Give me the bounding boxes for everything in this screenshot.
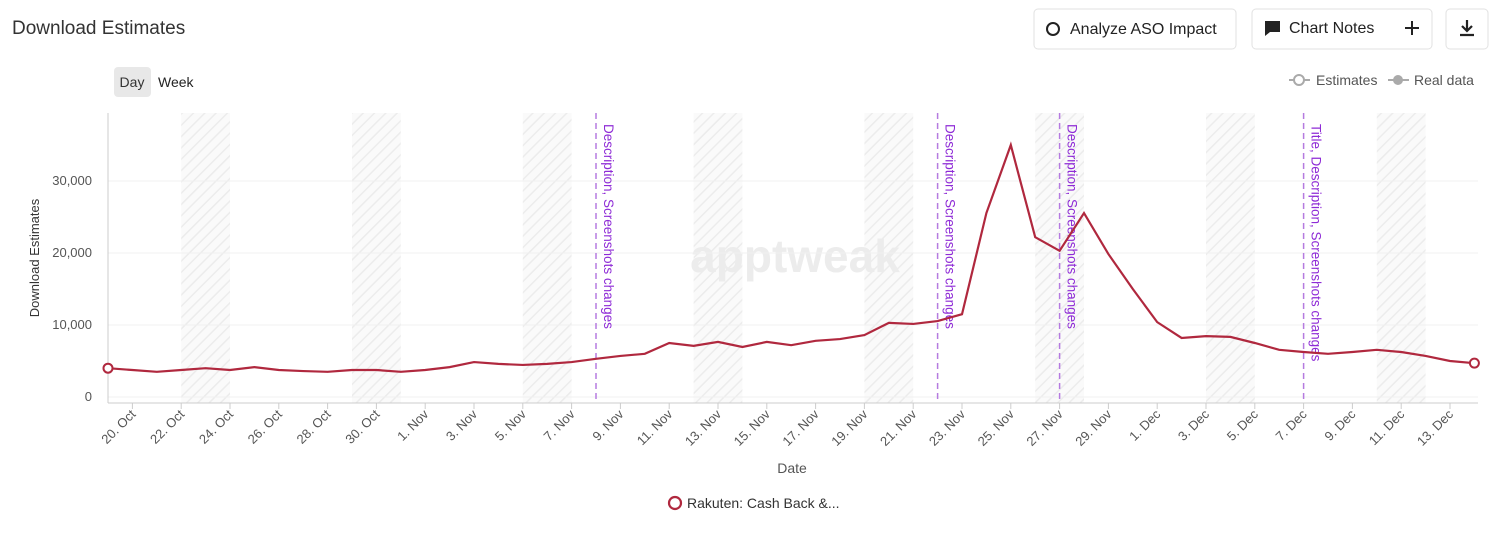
x-tick-label: 24. Oct: [196, 406, 237, 447]
x-tick-label: 20. Oct: [98, 406, 139, 447]
page-title: Download Estimates: [12, 18, 185, 39]
y-axis-label: Download Estimates: [27, 198, 42, 317]
analyze-button[interactable]: Analyze ASO Impact: [1033, 8, 1237, 50]
x-tick-label: 9. Dec: [1321, 406, 1359, 444]
weekend-band: [864, 113, 914, 403]
legend-marker: [1293, 74, 1305, 86]
x-tick-label: 13. Nov: [682, 406, 725, 449]
legend-label: Rakuten: Cash Back &...: [687, 495, 840, 511]
notes-button[interactable]: Chart Notes: [1251, 8, 1433, 50]
annotation-label: Description, Screenshots changes: [943, 124, 958, 329]
icon: [1265, 21, 1280, 36]
x-tick-label: 23. Nov: [926, 406, 969, 449]
series-line: [107, 141, 1475, 373]
x-tick-label: 22. Oct: [147, 406, 188, 447]
x-tick-label: 19. Nov: [828, 406, 871, 449]
button-label[interactable]: Chart Notes: [1289, 20, 1374, 37]
legend-label[interactable]: Real data: [1414, 72, 1474, 88]
y-tick-label: 10,000: [52, 317, 92, 332]
x-tick-label: 30. Oct: [342, 406, 383, 447]
annotation-label: Title, Description, Screenshots changes: [1309, 124, 1324, 362]
download-button[interactable]: [1445, 8, 1489, 50]
toggle-week[interactable]: Week: [158, 74, 195, 90]
x-tick-label: 27. Nov: [1023, 406, 1066, 449]
x-tick-label: 21. Nov: [877, 406, 920, 449]
button-bg[interactable]: [1251, 8, 1433, 50]
button-label[interactable]: Analyze ASO Impact: [1070, 21, 1217, 38]
annotation-label: Description, Screenshots changes: [601, 124, 616, 329]
x-tick-label: 1. Nov: [394, 406, 432, 444]
watermark: apptweak: [690, 230, 900, 282]
x-tick-label: 3. Dec: [1175, 406, 1213, 444]
weekend-band: [1206, 113, 1255, 403]
x-tick-label: 11. Dec: [1366, 406, 1408, 448]
end-marker: [102, 362, 114, 374]
x-tick-label: 11. Nov: [634, 406, 676, 448]
x-tick-label: 29. Nov: [1072, 406, 1115, 449]
x-tick-label: 7. Nov: [541, 406, 579, 444]
x-axis-label: Date: [777, 460, 807, 476]
legend-marker: [667, 495, 683, 511]
weekend-band: [181, 113, 230, 403]
x-tick-label: 5. Dec: [1224, 406, 1262, 444]
weekend-band: [693, 113, 743, 403]
toggle-active[interactable]: [114, 67, 151, 97]
x-tick-label: 5. Nov: [492, 406, 530, 444]
x-tick-label: 28. Oct: [293, 406, 334, 447]
legend-marker: [1393, 75, 1403, 85]
button-bg[interactable]: [1033, 8, 1237, 50]
x-tick-label: 3. Nov: [443, 406, 481, 444]
y-tick-label: 30,000: [52, 173, 92, 188]
x-tick-label: 25. Nov: [975, 406, 1018, 449]
annotation-label: Description, Screenshots changes: [1065, 124, 1080, 329]
x-tick-label: 26. Oct: [245, 406, 286, 447]
x-tick-label: 17. Nov: [779, 406, 822, 449]
x-tick-label: 15. Nov: [731, 406, 774, 449]
weekend-band: [1376, 113, 1426, 403]
icon: [1046, 22, 1060, 36]
x-tick-label: 7. Dec: [1273, 406, 1311, 444]
plus-icon[interactable]: [1405, 21, 1419, 35]
x-tick-label: 13. Dec: [1414, 406, 1457, 449]
icon[interactable]: [1460, 20, 1474, 37]
toggle-day[interactable]: Day: [120, 74, 145, 90]
y-tick-label: 0: [85, 389, 92, 404]
weekend-band: [522, 113, 572, 403]
weekend-band: [352, 113, 401, 403]
end-marker: [1468, 357, 1480, 369]
y-tick-label: 20,000: [52, 245, 92, 260]
x-tick-label: 1. Dec: [1126, 406, 1164, 444]
x-tick-label: 9. Nov: [589, 406, 627, 444]
legend-label[interactable]: Estimates: [1316, 72, 1377, 88]
